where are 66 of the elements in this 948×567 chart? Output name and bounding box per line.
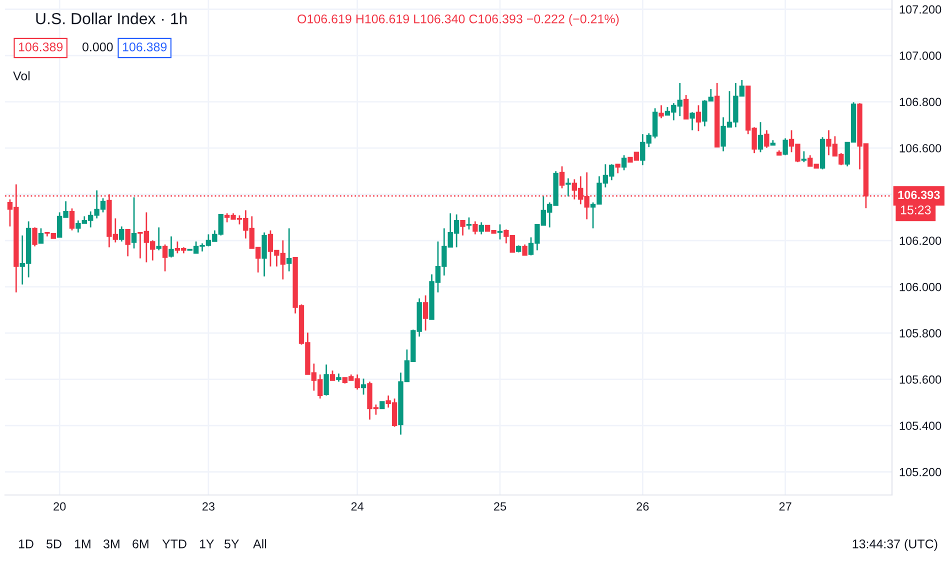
candlestick <box>566 178 571 198</box>
candlestick <box>119 226 124 242</box>
text: 3M <box>103 540 120 548</box>
candlestick <box>696 104 702 132</box>
y-tick-label: 105.600 <box>900 375 942 384</box>
candlestick <box>522 244 528 256</box>
y-tick-label: 106.000 <box>900 282 942 292</box>
x-tick-label: 23 <box>202 502 214 511</box>
candlestick <box>262 232 267 278</box>
candlestick <box>156 226 162 251</box>
annotation: Vol <box>13 71 30 80</box>
x-tick-label: 26 <box>636 502 649 511</box>
candlestick <box>32 226 38 248</box>
text: 13:44:37 (UTC) <box>852 539 938 551</box>
text: 1M <box>74 540 90 548</box>
candlestick <box>324 364 329 396</box>
text: 15:23 <box>900 206 931 214</box>
candlestick <box>559 166 565 189</box>
text: 5D <box>46 540 62 548</box>
candlestick <box>658 104 664 119</box>
annotation: O106.619 H106.619 L106.340 C106.393 −0.222 (−0.21%) <box>298 14 619 26</box>
annotation: 106.389 <box>122 42 167 52</box>
candlestick <box>615 164 620 174</box>
x-tick-label: 20 <box>54 502 66 511</box>
annotation: 106.389 <box>18 42 63 52</box>
candlestick <box>69 208 75 232</box>
candlestick <box>621 154 627 171</box>
y-tick-label: 105.800 <box>900 329 942 338</box>
text: 5Y <box>224 540 240 548</box>
text: 1Y <box>200 540 214 548</box>
candlestick <box>38 228 44 244</box>
candlestick <box>497 224 503 240</box>
text: 6M <box>132 540 148 548</box>
y-tick-label: 105.400 <box>900 422 942 430</box>
x-tick-label: 24 <box>351 502 364 510</box>
candlestick <box>472 220 478 236</box>
x-tick-label: 25 <box>494 502 506 511</box>
candlestick <box>478 222 484 236</box>
annotation: 0.000 <box>82 42 113 52</box>
y-tick-label: 106.800 <box>900 98 942 106</box>
text: 1D <box>18 540 34 548</box>
candlestick <box>162 244 168 272</box>
text: All <box>253 539 266 548</box>
candlestick <box>360 378 366 396</box>
candlestick <box>782 138 788 156</box>
text: U.S. Dollar Index · 1h <box>36 12 187 24</box>
candlestick <box>125 228 130 257</box>
ref-line-label: 106.393 <box>898 190 940 200</box>
y-tick-label: 107.200 <box>900 5 942 14</box>
candlestick <box>690 111 695 131</box>
candlestick <box>286 228 292 272</box>
x-tick-label: 27 <box>779 502 792 510</box>
candlestick <box>764 130 770 148</box>
y-tick-label: 107.000 <box>900 52 942 60</box>
y-tick-label: 106.600 <box>900 144 942 152</box>
candlestick <box>758 121 764 153</box>
candlestick <box>801 150 807 163</box>
candlestick <box>460 220 466 236</box>
candlestick <box>168 236 174 258</box>
candlestick <box>683 94 689 120</box>
y-tick-label: 105.200 <box>900 468 942 476</box>
candlestick <box>131 196 137 250</box>
y-tick-label: 106.200 <box>900 236 942 245</box>
candlestick <box>422 294 428 332</box>
candlestick <box>330 370 336 382</box>
text: YTD <box>162 540 186 548</box>
